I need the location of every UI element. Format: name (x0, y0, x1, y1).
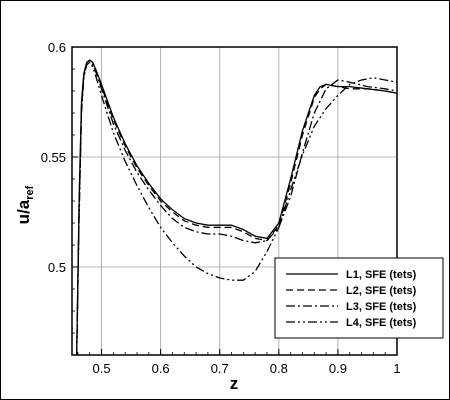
legend-label-3: L3, SFE (tets) (346, 301, 417, 313)
series-line-2 (76, 59, 397, 355)
axis-ticks (72, 46, 398, 355)
series-line-3 (76, 59, 397, 355)
x-tick-label: 0.8 (270, 361, 288, 376)
legend-box (274, 257, 444, 339)
y-axis-title-sub: ref (24, 185, 36, 199)
series-line-4 (76, 61, 397, 355)
y-tick-labels: 0.5 0.55 0.6 (41, 40, 66, 275)
x-tick-label: 1 (393, 361, 400, 376)
y-tick-label: 0.55 (41, 150, 66, 165)
x-tick-label: 0.7 (211, 361, 229, 376)
legend-items: L1, SFE (tets) L2, SFE (tets) L3, SFE (tet… (286, 269, 417, 329)
y-axis-title: u/aref (14, 185, 36, 224)
x-tick-label: 0.6 (152, 361, 170, 376)
x-axis-title: z (230, 374, 239, 393)
x-tick-labels: 0.5 0.6 0.7 0.8 0.9 1 (93, 361, 401, 376)
y-axis-title-main: u/a (14, 199, 33, 224)
x-tick-label: 0.5 (93, 361, 111, 376)
legend-label-1: L1, SFE (tets) (346, 269, 417, 281)
y-tick-label: 0.6 (48, 40, 66, 55)
series-lines (76, 59, 397, 355)
legend: L1, SFE (tets) L2, SFE (tets) L3, SFE (tet… (274, 257, 444, 339)
x-tick-label: 0.9 (329, 361, 347, 376)
y-tick-label: 0.5 (48, 260, 66, 275)
legend-label-2: L2, SFE (tets) (346, 285, 417, 297)
legend-label-4: L4, SFE (tets) (346, 317, 417, 329)
